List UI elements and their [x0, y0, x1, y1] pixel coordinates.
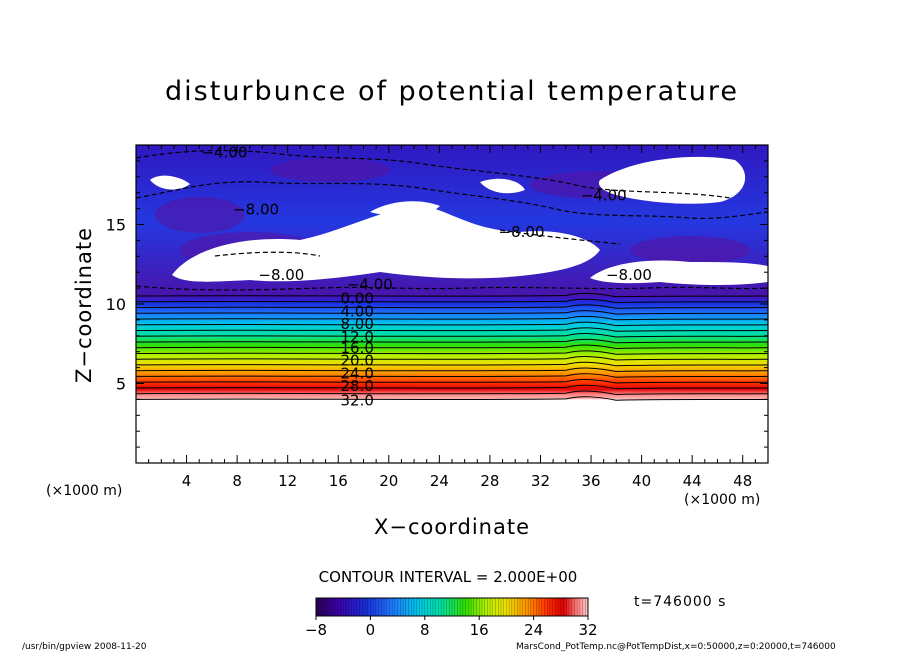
contour-line: [136, 298, 768, 304]
contour-label: −4.00: [347, 275, 393, 293]
y-axis-label: Z−coordinate: [72, 227, 96, 383]
contour-line: [136, 327, 768, 332]
plot-frame: [135, 144, 769, 464]
negative-contour-line: [136, 149, 731, 199]
contour-label: −8.00: [606, 266, 652, 284]
purple-patch: [180, 232, 320, 268]
contour-line: [136, 373, 768, 378]
colorbar-tick-label: 32: [578, 621, 597, 639]
contour-line: [136, 361, 768, 367]
contour-line: [136, 304, 768, 309]
colorbar-tick-label: 8: [420, 621, 430, 639]
undefined-region-cloud: [150, 175, 190, 190]
contour-line: [136, 350, 768, 355]
colorbar-tick-label: 0: [366, 621, 376, 639]
undefined-region-cloud: [172, 205, 600, 282]
contour-line: [136, 390, 768, 396]
negative-contour-line: [136, 285, 768, 291]
contour-label: −8.00: [499, 223, 545, 241]
x-tick-label: 40: [632, 472, 651, 490]
purple-patch: [390, 239, 550, 271]
colorbar: [315, 597, 589, 617]
contour-line: [136, 292, 768, 298]
x-tick-label: 24: [430, 472, 449, 490]
contour-line: [136, 338, 768, 344]
x-tick-label: 48: [733, 472, 752, 490]
negative-contour-line: [214, 251, 321, 257]
undefined-region-cloud: [480, 178, 525, 194]
footer-left: /usr/bin/gpview 2008-11-20: [22, 642, 147, 652]
contour-label: 8.00: [340, 315, 373, 333]
x-tick-label: 36: [581, 472, 600, 490]
stratified-layer: [136, 296, 768, 400]
contour-label: 20.0: [340, 352, 373, 370]
contour-line: [136, 310, 768, 315]
x-unit-label-left: (×1000 m): [46, 483, 123, 499]
purple-patch: [530, 171, 670, 199]
negative-contour-line: [499, 229, 621, 245]
time-label: t=746000 s: [634, 594, 727, 610]
x-axis-label: X−coordinate: [374, 515, 530, 539]
contour-label: −8.00: [233, 201, 279, 219]
colorbar-tick-label: −8: [305, 621, 327, 639]
y-tick-label: 5: [116, 375, 126, 394]
undefined-region-cloud: [598, 156, 746, 204]
undefined-region-cloud: [590, 260, 768, 285]
x-tick-label: 20: [379, 472, 398, 490]
contour-line: [136, 344, 768, 350]
footer-right: MarsCond_PotTemp.nc@PotTempDist,x=0:5000…: [516, 642, 836, 652]
contour-label: 4.00: [340, 302, 373, 320]
contour-label: 16.0: [340, 339, 373, 357]
contour-interval-text: CONTOUR INTERVAL = 2.000E+00: [318, 568, 578, 586]
purple-patch: [155, 197, 245, 233]
contour-label: 32.0: [340, 391, 373, 409]
purple-patch: [270, 158, 390, 182]
contour-line: [136, 321, 768, 327]
colorbar-tick-label: 24: [524, 621, 543, 639]
y-tick-label: 10: [106, 295, 126, 314]
contour-line: [136, 367, 768, 373]
contour-label: 12.0: [340, 328, 373, 346]
contour-label: 24.0: [340, 364, 373, 382]
upper-disturbed-region: [136, 145, 768, 301]
contour-line: [136, 315, 768, 321]
x-unit-label-right: (×1000 m): [684, 492, 761, 508]
contour-label: 0.00: [340, 290, 373, 308]
contour-line: [136, 333, 768, 338]
contour-line: [136, 396, 768, 401]
chart-title: disturbunce of potential temperature: [165, 76, 739, 107]
x-tick-label: 32: [531, 472, 550, 490]
contour-label: 28.0: [340, 377, 373, 395]
x-tick-label: 8: [232, 472, 242, 490]
undefined-region-cloud: [370, 201, 440, 217]
contour-line: [136, 379, 768, 384]
x-tick-label: 4: [182, 472, 192, 490]
purple-patch: [630, 236, 750, 264]
x-tick-label: 12: [278, 472, 297, 490]
contour-label: −4.00: [201, 143, 247, 161]
x-tick-label: 28: [480, 472, 499, 490]
contour-label: −8.00: [258, 266, 304, 284]
contour-label: −4.00: [581, 186, 627, 204]
x-tick-label: 16: [329, 472, 348, 490]
y-tick-label: 15: [106, 216, 126, 235]
colorbar-tick-label: 16: [470, 621, 489, 639]
negative-contour-line: [136, 181, 768, 219]
x-tick-label: 44: [683, 472, 702, 490]
contour-line: [136, 356, 768, 361]
contour-line: [136, 384, 768, 390]
